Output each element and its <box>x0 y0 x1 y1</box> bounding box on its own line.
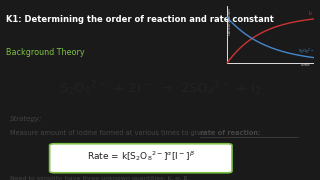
Text: Strategy:: Strategy: <box>10 116 42 123</box>
Text: Measure amount of iodine formed at various times to give: Measure amount of iodine formed at vario… <box>10 130 206 136</box>
Text: K1: Determining the order of reaction and rate constant: K1: Determining the order of reaction an… <box>6 15 274 24</box>
Text: S$_2$O$_8$$^{2-}$: S$_2$O$_8$$^{2-}$ <box>298 46 315 56</box>
Text: rate of reaction:: rate of reaction: <box>200 130 261 136</box>
Text: Time: Time <box>300 63 310 67</box>
Text: Rate = k[S$_2$O$_8$$^{2-}$]$^{\alpha}$[I$^-$]$^{\beta}$: Rate = k[S$_2$O$_8$$^{2-}$]$^{\alpha}$[I… <box>87 149 195 163</box>
Text: Background Theory: Background Theory <box>6 48 85 57</box>
Text: Need to simplify: have three unknown quantities: k, α, β.: Need to simplify: have three unknown qua… <box>10 176 189 180</box>
Text: I$_2$: I$_2$ <box>308 9 313 18</box>
Text: S$_2$O$_8$$^{2-}$ + 2I$^-$  →  2SO$_4$$^{2-}$ + I$_2$: S$_2$O$_8$$^{2-}$ + 2I$^-$ → 2SO$_4$$^{2… <box>59 80 261 98</box>
FancyBboxPatch shape <box>50 144 232 173</box>
Text: Concentration: Concentration <box>228 7 232 35</box>
